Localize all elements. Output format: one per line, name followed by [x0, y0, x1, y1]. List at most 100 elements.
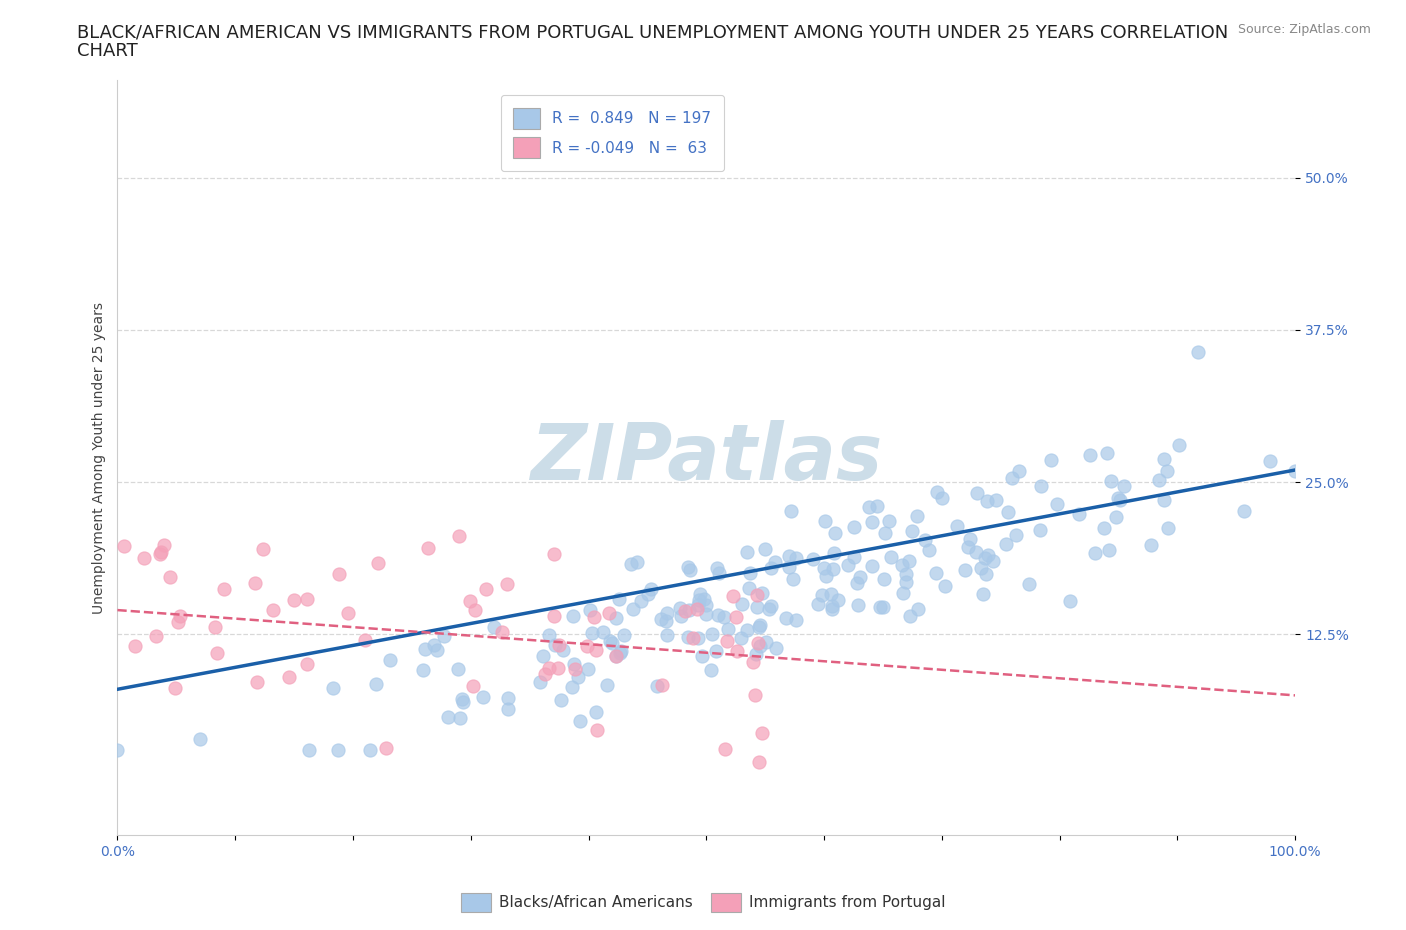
Point — [745, 647, 768, 662]
Point — [716, 634, 738, 649]
Point — [607, 592, 630, 607]
Point — [837, 558, 859, 573]
Point — [959, 532, 981, 547]
Point — [145, 629, 167, 644]
Point — [778, 560, 800, 575]
Point — [1098, 543, 1121, 558]
Point — [1139, 538, 1161, 553]
Point — [668, 601, 690, 616]
Point — [578, 602, 600, 617]
Point — [609, 645, 631, 660]
Point — [1108, 493, 1130, 508]
Point — [543, 546, 565, 561]
Point — [751, 586, 773, 601]
Point — [491, 625, 513, 640]
Point — [1156, 464, 1178, 479]
Point — [1284, 463, 1306, 478]
Point — [969, 560, 991, 575]
Point — [132, 551, 155, 565]
Point — [538, 627, 561, 642]
Point — [815, 568, 838, 583]
Point — [946, 519, 969, 534]
Point — [433, 629, 456, 644]
Point — [844, 550, 866, 565]
Point — [367, 556, 389, 571]
Point — [495, 576, 517, 591]
Point — [741, 655, 763, 670]
Point — [295, 657, 318, 671]
Point — [688, 631, 710, 645]
Point — [605, 648, 627, 663]
Point — [894, 575, 917, 590]
Point — [785, 613, 807, 628]
Point — [747, 636, 769, 651]
Point — [721, 589, 744, 604]
Point — [1168, 438, 1191, 453]
Point — [872, 600, 894, 615]
Point — [449, 528, 471, 543]
Point — [107, 743, 129, 758]
Point — [375, 741, 398, 756]
Point — [700, 662, 723, 677]
Point — [779, 503, 801, 518]
Point — [243, 576, 266, 591]
Point — [451, 695, 474, 710]
Point — [637, 586, 659, 601]
Point — [1099, 474, 1122, 489]
Point — [447, 662, 470, 677]
Point — [977, 547, 1000, 562]
Point — [823, 562, 845, 577]
Point — [576, 661, 599, 676]
Point — [957, 539, 980, 554]
Point — [748, 754, 770, 769]
Point — [740, 565, 762, 580]
Point — [576, 638, 599, 653]
Point — [204, 619, 226, 634]
Point — [744, 687, 766, 702]
Point — [700, 627, 723, 642]
Point — [252, 541, 274, 556]
Point — [707, 565, 730, 580]
Point — [751, 725, 773, 740]
Point — [973, 551, 995, 565]
Point — [976, 567, 998, 582]
Point — [553, 643, 575, 658]
Point — [907, 601, 929, 616]
Point — [877, 513, 900, 528]
Point — [873, 571, 896, 586]
Point — [761, 599, 783, 614]
Point — [613, 628, 636, 643]
Point — [894, 566, 917, 581]
Point — [150, 545, 173, 560]
Point — [695, 597, 717, 612]
Point — [1084, 545, 1107, 560]
Point — [869, 599, 891, 614]
Point — [166, 615, 188, 630]
Point — [845, 576, 868, 591]
Point — [858, 499, 880, 514]
Point — [1092, 521, 1115, 536]
Point — [657, 628, 679, 643]
Point — [413, 642, 436, 657]
Point — [436, 710, 458, 724]
Point — [605, 648, 627, 663]
Point — [678, 603, 700, 618]
Point — [901, 524, 924, 538]
Point — [745, 599, 768, 614]
Point — [533, 648, 555, 663]
Point — [412, 662, 434, 677]
Point — [626, 554, 648, 569]
Point — [849, 570, 872, 585]
Point — [651, 678, 673, 693]
Point — [827, 593, 849, 608]
Point — [630, 594, 652, 609]
Point — [537, 660, 560, 675]
Point — [169, 608, 191, 623]
Point — [422, 638, 444, 653]
Point — [562, 608, 585, 623]
Point — [461, 678, 484, 693]
Point — [567, 670, 589, 684]
Point — [205, 645, 228, 660]
Point — [472, 690, 495, 705]
Point — [582, 609, 605, 624]
